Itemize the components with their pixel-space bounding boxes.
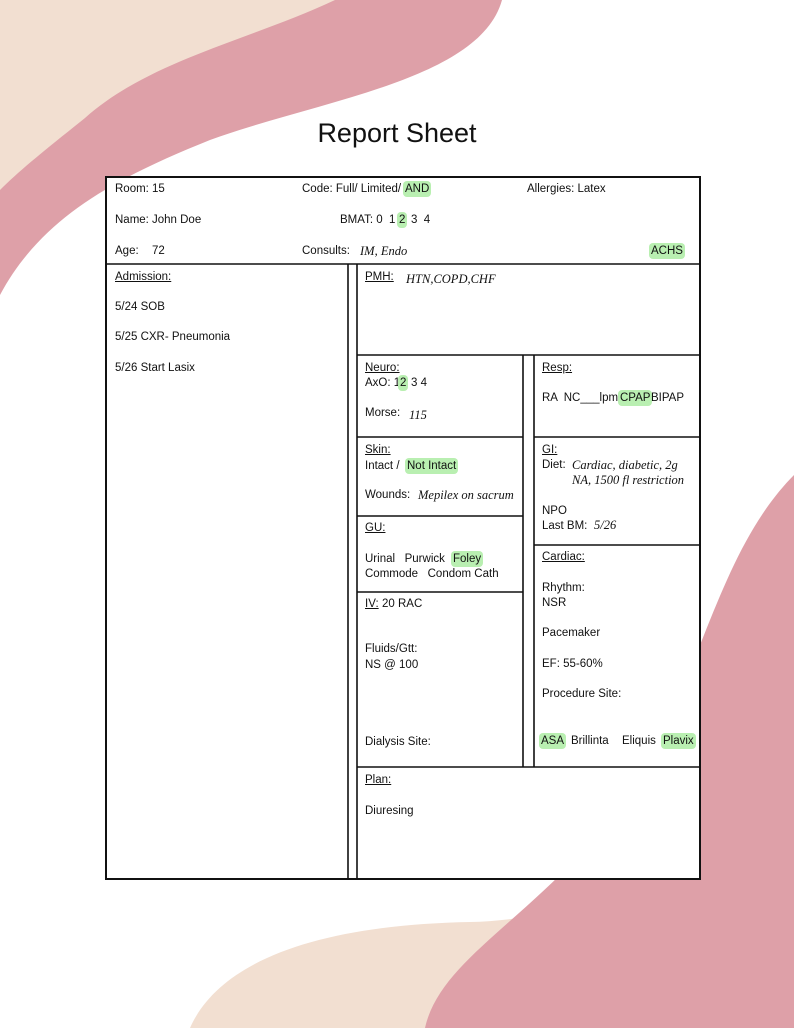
pmh-value: HTN,COPD,CHF xyxy=(406,272,496,286)
gi-diet-line2: NA, 1500 fl restriction xyxy=(572,473,685,487)
iv-dialysis: Dialysis Site: xyxy=(365,736,431,748)
skin-selected: Not Intact xyxy=(405,458,459,474)
cardiac-ef: EF: 55-60% xyxy=(542,658,603,670)
gi-diet-line1: Cardiac, diabetic, 2g xyxy=(572,458,678,472)
header-bmat-label: BMAT: 0 1 xyxy=(340,214,396,226)
resp-selected: CPAP xyxy=(618,390,653,406)
title: Report Sheet xyxy=(317,118,477,148)
gi-diet-label: Diet: xyxy=(542,459,566,471)
pmh-label: PMH: xyxy=(365,271,394,283)
neuro-axo-rest: 3 4 xyxy=(411,377,427,389)
gu-selected: Foley xyxy=(451,551,484,567)
gu-options: Urinal Purwick xyxy=(365,553,445,565)
skin-wounds: Mepilex on sacrum xyxy=(418,488,514,502)
gi-last-bm-label: Last BM: xyxy=(542,520,588,532)
cardiac-label: Cardiac: xyxy=(542,551,585,563)
cardiac-meds-2-text: Eliquis xyxy=(622,735,656,747)
cardiac-meds-1-text: Brillinta xyxy=(571,735,609,747)
cardiac-meds-3-text: Plavix xyxy=(661,733,696,749)
gi-npo: NPO xyxy=(542,505,567,517)
gi-last-bm: 5/26 xyxy=(594,518,617,532)
neuro-morse-label: Morse: xyxy=(365,407,401,419)
plan-label: Plan: xyxy=(365,774,392,786)
header-age-label: Age: xyxy=(115,245,139,257)
neuro-axo-label: AxO: 1 xyxy=(365,377,401,389)
skin-wounds-label: Wounds: xyxy=(365,489,411,501)
cardiac-rhythm: NSR xyxy=(542,597,567,609)
header-consults-label: Consults: xyxy=(302,245,350,257)
header-name-label: Name: xyxy=(115,214,149,226)
header-consults: IM, Endo xyxy=(360,244,408,258)
admission-label: Admission: xyxy=(115,271,172,283)
cardiac-rhythm-label: Rhythm: xyxy=(542,582,585,594)
admission-items-0: 5/24 SOB xyxy=(115,301,165,313)
gu-options2: Commode Condom Cath xyxy=(365,568,499,580)
resp-label: Resp: xyxy=(542,362,573,374)
header-age: 72 xyxy=(152,245,165,257)
iv-fluids: NS @ 100 xyxy=(365,659,419,671)
header-code-label: Code: Full/ Limited/ xyxy=(302,183,402,195)
resp-rest: BIPAP xyxy=(651,392,685,404)
iv-label: IV: xyxy=(365,598,379,610)
cardiac-procedure: Procedure Site: xyxy=(542,688,622,700)
header-bmat-selected: 2 xyxy=(397,212,408,228)
header-achs: ACHS xyxy=(649,243,685,259)
header-name: John Doe xyxy=(152,214,202,226)
header-code-selected: AND xyxy=(403,181,432,197)
gu-label: GU: xyxy=(365,522,386,534)
header-room: 15 xyxy=(152,183,165,195)
iv-value: 20 RAC xyxy=(382,598,423,610)
header-room-label: Room: xyxy=(115,183,149,195)
skin-intact: Intact / xyxy=(365,460,400,472)
skin-label: Skin: xyxy=(365,444,391,456)
header-allergies: Allergies: Latex xyxy=(527,183,606,195)
neuro-morse: 115 xyxy=(409,408,427,422)
resp-options: RA NC___lpm xyxy=(542,392,619,404)
plan-value: Diuresing xyxy=(365,805,414,817)
gi-label: GI: xyxy=(542,444,558,456)
admission-items-1: 5/25 CXR- Pneumonia xyxy=(115,331,231,343)
neuro-axo-selected: 2 xyxy=(398,375,409,391)
neuro-label: Neuro: xyxy=(365,362,400,374)
header-bmat-rest: 3 4 xyxy=(411,214,431,226)
iv-fluids-label: Fluids/Gtt: xyxy=(365,643,418,655)
admission-items-2: 5/26 Start Lasix xyxy=(115,362,195,374)
cardiac-meds-0-text: ASA xyxy=(539,733,567,749)
cardiac-pacemaker: Pacemaker xyxy=(542,627,601,639)
